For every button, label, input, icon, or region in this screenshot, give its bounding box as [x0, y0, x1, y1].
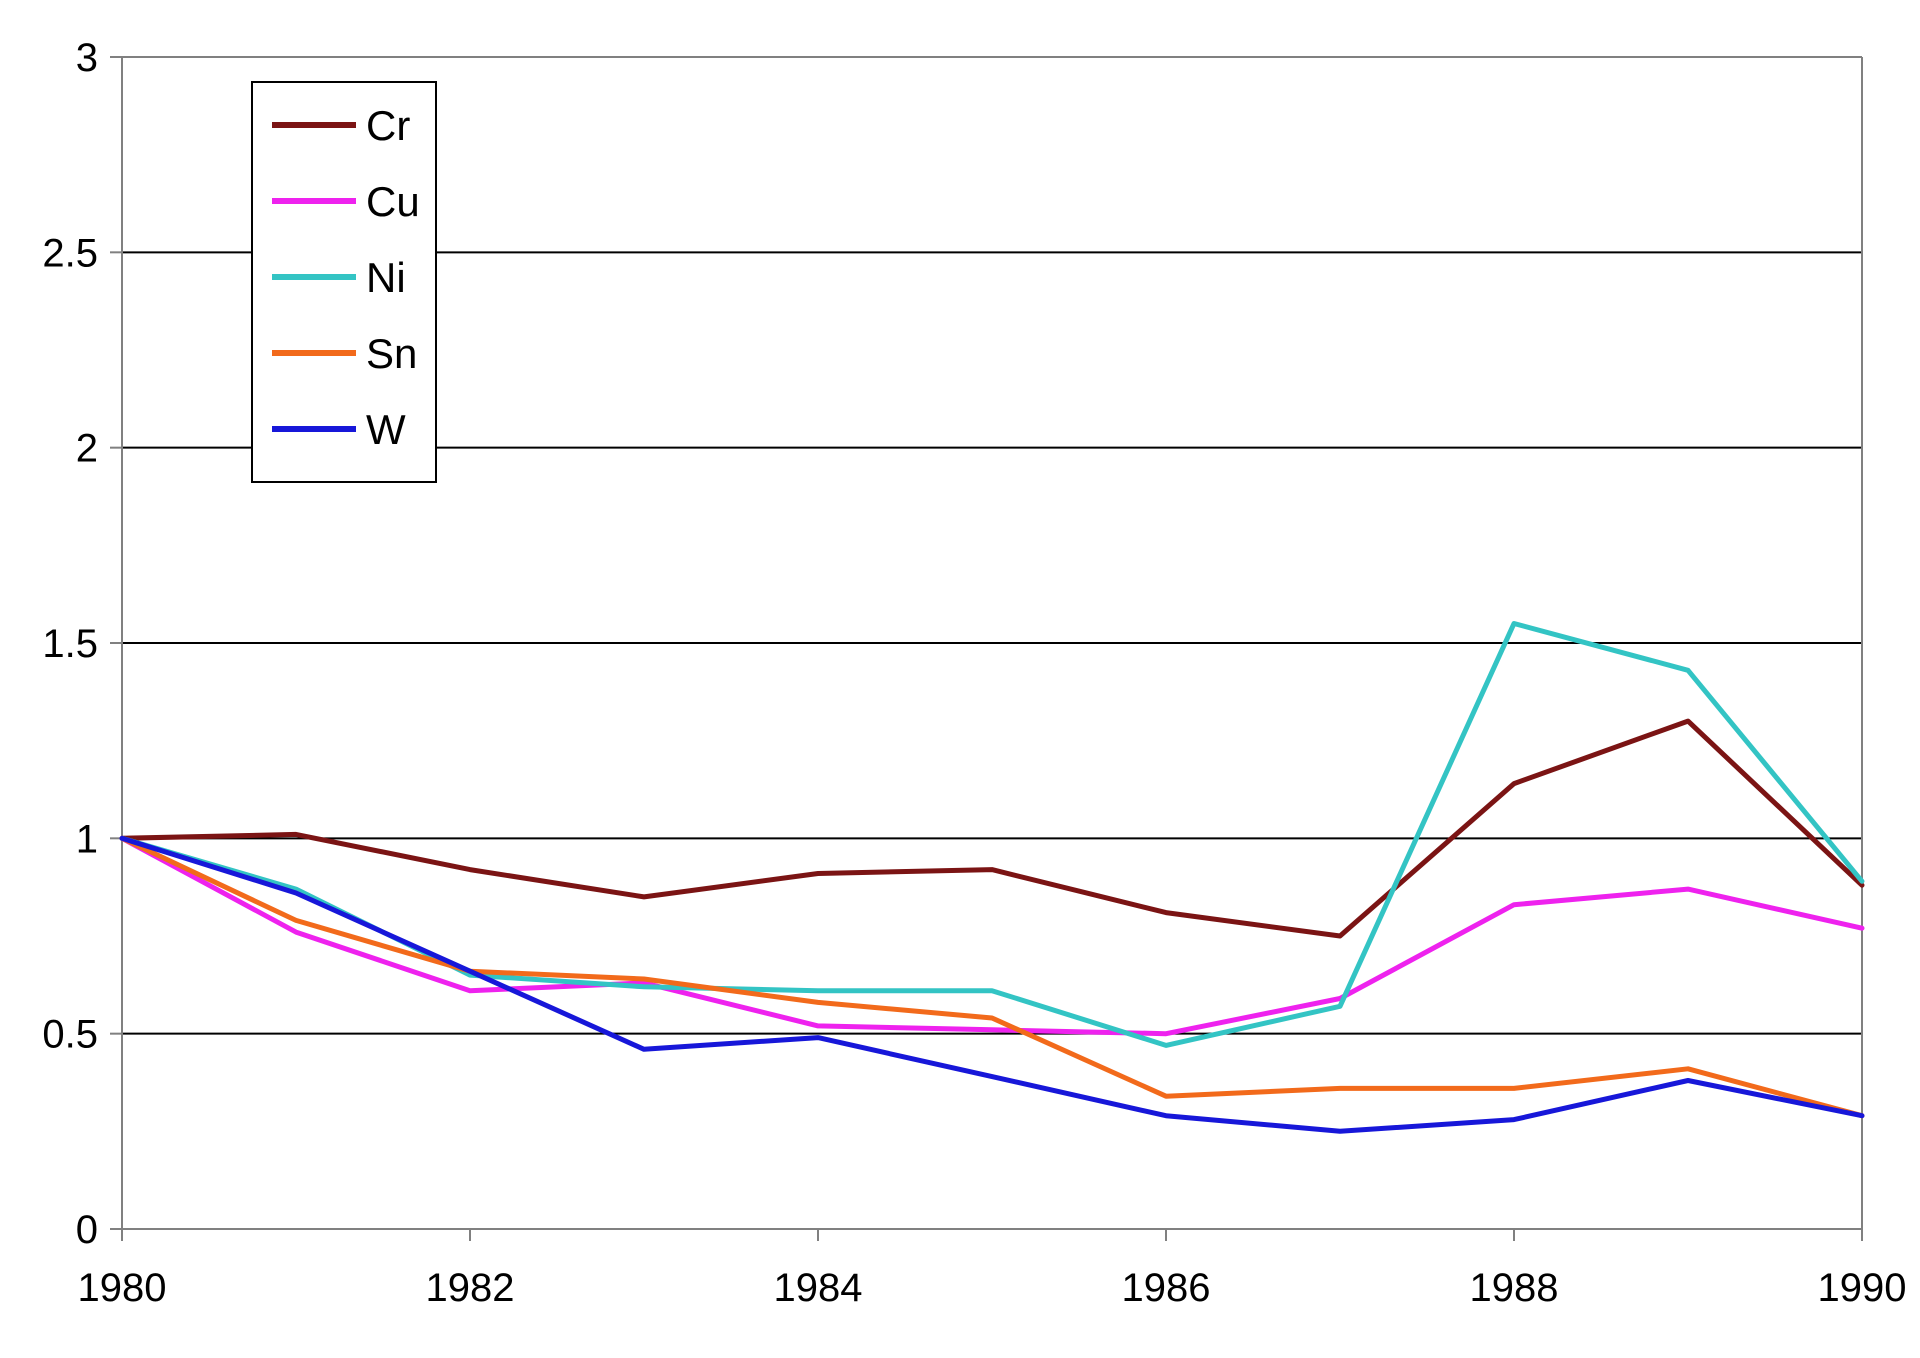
- y-tick-label-3: 1.5: [42, 622, 98, 666]
- x-tick-label-1: 1982: [426, 1266, 515, 1310]
- series-line-w: [119, 835, 1865, 1134]
- y-tick-label-1: 0.5: [42, 1013, 98, 1057]
- y-axis-ticks: 0 0.5 1 1.5 2 2.5 3: [42, 36, 122, 1252]
- y-tick-label-6: 3: [76, 36, 98, 80]
- y-tick-label-0: 0: [76, 1208, 98, 1252]
- legend: Cr Cu Ni Sn W: [251, 81, 437, 483]
- y-tick-label-4: 2: [76, 427, 98, 471]
- y-tick-label-5: 2.5: [42, 231, 98, 275]
- series-line-cu: [119, 835, 1865, 1037]
- y-tick-label-2: 1: [76, 817, 98, 861]
- legend-label-w: W: [366, 406, 406, 453]
- series-lines: [119, 621, 1865, 1134]
- x-tick-label-4: 1988: [1470, 1266, 1559, 1310]
- legend-label-cr: Cr: [366, 102, 410, 149]
- x-tick-label-0: 1980: [78, 1266, 167, 1310]
- x-tick-label-5: 1990: [1818, 1266, 1907, 1310]
- x-tick-label-3: 1986: [1122, 1266, 1211, 1310]
- legend-label-cu: Cu: [366, 178, 420, 225]
- x-tick-label-2: 1984: [774, 1266, 863, 1310]
- series-line-cr: [119, 718, 1865, 939]
- legend-box: [251, 81, 437, 483]
- legend-label-ni: Ni: [366, 254, 406, 301]
- x-axis-ticks: 1980 1982 1984 1986 1988 1990: [78, 1229, 1907, 1310]
- legend-label-sn: Sn: [366, 330, 417, 377]
- series-line-sn: [119, 835, 1865, 1119]
